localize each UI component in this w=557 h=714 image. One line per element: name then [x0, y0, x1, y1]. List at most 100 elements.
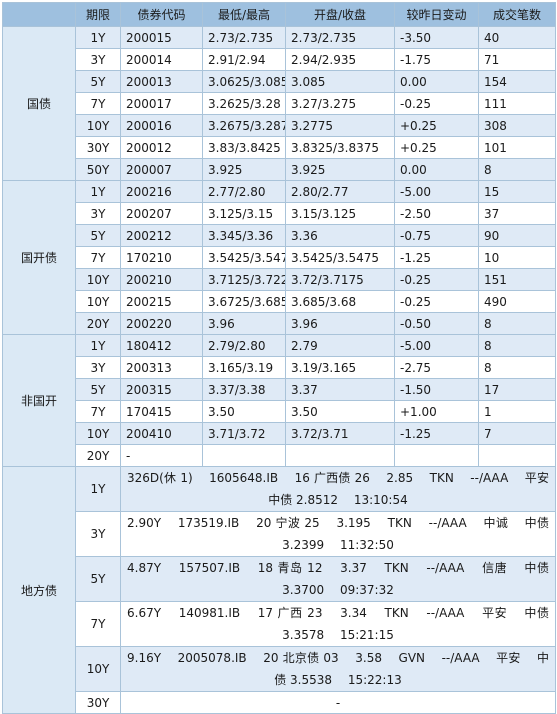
cell-code: 200315	[120, 378, 203, 401]
cell-open-close: 3.50	[285, 400, 395, 423]
cell-code: 170210	[120, 246, 203, 269]
cell-change: -0.25	[394, 92, 479, 115]
cell-open-close: 2.73/2.735	[285, 26, 395, 49]
table-row: 20Y 200220 3.96 3.96 -0.50 8	[3, 312, 556, 335]
cell-code: 200207	[120, 202, 203, 225]
cell-code: -	[120, 444, 203, 467]
cell-low-high: 3.6725/3.685	[202, 290, 286, 313]
cell-open-close: 3.085	[285, 70, 395, 93]
cell-change: -5.00	[394, 180, 479, 203]
cell-low-high: 3.2625/3.28	[202, 92, 286, 115]
cell-low-high: 3.50	[202, 400, 286, 423]
cell-code: 200013	[120, 70, 203, 93]
cell-low-high: 3.0625/3.085	[202, 70, 286, 93]
header-low-high: 最低/最高	[202, 2, 286, 27]
cell-trade-count: 40	[478, 26, 556, 49]
cell-code: 200017	[120, 92, 203, 115]
cell-low-high: 2.73/2.735	[202, 26, 286, 49]
header-blank	[2, 2, 76, 27]
cell-tenor: 1Y	[75, 180, 121, 203]
group-label: 地方债	[2, 466, 76, 714]
cell-trade-count: 71	[478, 48, 556, 71]
cell-trade-count: 10	[478, 246, 556, 269]
cell-tenor: 10Y	[75, 422, 121, 445]
cell-code: 200210	[120, 268, 203, 291]
cell-change: -0.25	[394, 268, 479, 291]
cell-trade-count: 8	[478, 312, 556, 335]
cell-tenor: 7Y	[75, 92, 121, 115]
cell-code: 200220	[120, 312, 203, 335]
local-bond-row: 地方债 1Y 326D(休 1) 1605648.IB 16 广西债 26 2.85…	[2, 466, 556, 714]
local-bond-quote: 4.87Y 157507.IB 18 青岛 12 3.37 TKN --/AAA…	[120, 556, 556, 602]
local-bond-row: 7Y 6.67Y 140981.IB 17 广西 23 3.34 TKN --/A…	[3, 601, 556, 647]
cell-trade-count: 17	[478, 378, 556, 401]
table-row: 7Y1702103.5425/3.54753.5425/3.5475-1.251…	[3, 246, 556, 269]
local-bond-quote: 2.90Y 173519.IB 20 宁波 25 3.195 TKN --/AA…	[120, 511, 556, 557]
cell-open-close: 2.79	[285, 334, 395, 357]
table-row: 10Y2002103.7125/3.72253.72/3.7175-0.2515…	[3, 268, 556, 291]
cell-tenor: 20Y	[75, 444, 121, 467]
cell-change: -1.25	[394, 246, 479, 269]
cell-tenor: 7Y	[75, 601, 121, 647]
cell-tenor: 10Y	[75, 268, 121, 291]
cell-tenor: 7Y	[75, 400, 121, 423]
cell-trade-count: 8	[478, 158, 556, 181]
cell-open-close: 3.72/3.71	[285, 422, 395, 445]
cell-code: 200313	[120, 356, 203, 379]
cell-tenor: 1Y	[75, 466, 121, 512]
cell-low-high: 3.925	[202, 158, 286, 181]
cell-change	[394, 444, 479, 467]
cell-code: 200216	[120, 180, 203, 203]
cell-open-close: 3.37	[285, 378, 395, 401]
table-row: 5Y 200212 3.345/3.36 3.36 -0.75 90	[3, 224, 556, 247]
cell-change: -1.75	[394, 48, 479, 71]
cell-tenor: 5Y	[75, 378, 121, 401]
cell-tenor: 1Y	[75, 26, 121, 49]
cell-tenor: 3Y	[75, 511, 121, 557]
header-row: 期限 债券代码 最低/最高 开盘/收盘 较昨日变动 成交笔数	[2, 2, 556, 27]
table-row: 3Y 200313 3.165/3.19 3.19/3.165 -2.75 8	[3, 356, 556, 379]
cell-code: 170415	[120, 400, 203, 423]
cell-low-high: 3.5425/3.5475	[202, 246, 286, 269]
cell-low-high: 3.7125/3.7225	[202, 268, 286, 291]
table-body: 国债 1Y 200015 2.73/2.735 2.73/2.735 -3.50 40 3Y 2…	[2, 26, 556, 714]
cell-open-close: 3.2775	[285, 114, 395, 137]
cell-low-high	[202, 444, 286, 467]
group-label: 国开债	[2, 180, 76, 335]
cell-code: 200212	[120, 224, 203, 247]
cell-trade-count: 7	[478, 422, 556, 445]
cell-tenor: 1Y	[75, 334, 121, 357]
cell-tenor: 3Y	[75, 48, 121, 71]
cell-change: -1.50	[394, 378, 479, 401]
cell-change: -0.50	[394, 312, 479, 335]
cell-open-close	[285, 444, 395, 467]
cell-open-close: 2.80/2.77	[285, 180, 395, 203]
table-row: 50Y 200007 3.925 3.925 0.00 8	[3, 158, 556, 181]
cell-code: 200410	[120, 422, 203, 445]
cell-code: 200016	[120, 114, 203, 137]
cell-trade-count: 308	[478, 114, 556, 137]
table-row: 5Y 200013 3.0625/3.085 3.085 0.00 154	[3, 70, 556, 93]
cell-open-close: 3.19/3.165	[285, 356, 395, 379]
cell-trade-count: 154	[478, 70, 556, 93]
cell-tenor: 30Y	[75, 691, 121, 714]
cell-change: 0.00	[394, 158, 479, 181]
table-row: 5Y 200315 3.37/3.38 3.37 -1.50 17	[3, 378, 556, 401]
cell-tenor: 5Y	[75, 70, 121, 93]
cell-low-high: 3.345/3.36	[202, 224, 286, 247]
table-row: 30Y 200012 3.83/3.8425 3.8325/3.8375 +0.25 10…	[3, 136, 556, 159]
cell-change: -2.50	[394, 202, 479, 225]
cell-tenor: 50Y	[75, 158, 121, 181]
cell-change: +0.25	[394, 136, 479, 159]
table-row: 3Y 200207 3.125/3.15 3.15/3.125 -2.50 37	[3, 202, 556, 225]
header-open-close: 开盘/收盘	[285, 2, 395, 27]
cell-change: 0.00	[394, 70, 479, 93]
cell-code: 200012	[120, 136, 203, 159]
cell-change: +1.00	[394, 400, 479, 423]
table-row: 20Y -	[3, 444, 556, 467]
local-bond-row: 30Y -	[3, 691, 556, 714]
local-bond-quote: -	[120, 691, 556, 714]
cell-change: -2.75	[394, 356, 479, 379]
cell-code: 200014	[120, 48, 203, 71]
